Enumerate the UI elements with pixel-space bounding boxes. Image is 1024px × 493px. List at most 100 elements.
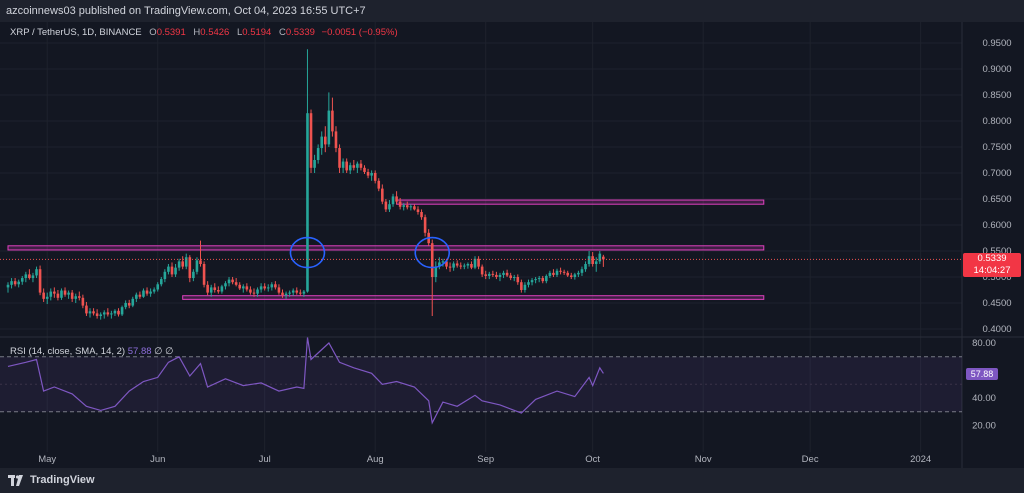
price-tick-label: 0.9000 [982,64,1011,75]
candle-body [78,296,81,298]
candle-body [348,165,352,171]
rsi-line [7,337,604,425]
candle-body [323,136,327,145]
candle-body [459,265,463,267]
candle-body [42,292,45,299]
candle-body [259,286,263,290]
candle-body [142,290,145,297]
candle-body [177,261,181,268]
candle-body [555,270,559,275]
candle-body [281,292,284,296]
candle-body [263,286,266,289]
price-tick-label: 0.6000 [982,220,1011,231]
candle-body [138,294,142,297]
candle-body [110,313,113,315]
candle-body [28,274,31,279]
candle-body [199,260,202,264]
candle-body [495,274,498,277]
candle-body [227,279,231,284]
low-value: 0.5194 [242,27,272,38]
candle-body [541,278,545,282]
candle-body [331,110,334,132]
tradingview-logo-icon [8,475,23,486]
candle-body [131,298,135,306]
zone-box [396,199,765,205]
brand-name: TradingView [30,474,95,486]
candle-body [398,201,402,207]
candle-body [559,270,562,272]
candle-body [60,290,63,298]
price-tick-label: 0.8500 [982,90,1011,101]
candle-body [352,165,356,168]
time-tick-label: Dec [802,454,819,465]
chart-pane[interactable] [0,22,1024,468]
candle-body [366,171,370,176]
candle-body [149,291,152,294]
candle-body [537,278,541,280]
candle-body [213,287,217,290]
candle-body [306,113,309,292]
price-tick-label: 0.6500 [982,194,1011,205]
candle-body [430,243,434,277]
candle-body [384,201,388,210]
candle-body [420,212,423,218]
candle-body [545,275,548,282]
candle-body [74,296,78,299]
change-value: −0.0051 (−0.95%) [321,27,398,38]
candle-body [24,274,28,279]
candle-body [291,290,295,293]
candle-body [181,261,184,267]
candle-body [527,282,530,285]
candle-body [405,205,409,208]
candle-body [127,303,131,306]
candle-body [124,303,127,308]
candle-body [377,180,381,189]
candle-body [359,163,363,168]
candle-body [534,279,537,281]
candle-body [17,281,20,285]
candle-body [53,291,56,294]
candle-body [288,292,291,294]
candle-body [256,289,259,294]
candle-body [530,280,534,283]
publish-info: azcoinnews03 published on TradingView.co… [6,5,366,17]
candle-body [491,273,495,275]
candle-body [31,275,35,279]
candle-body [81,297,85,306]
candle-body [159,279,163,285]
candle-body [327,110,331,145]
price-tick-label: 0.5500 [982,246,1011,257]
candle-body [484,274,488,276]
open-label: O [149,27,157,38]
candle-body [313,160,316,168]
zone-box [7,245,765,251]
candle-body [238,284,242,289]
candle-body [409,206,413,208]
price-tick-label: 0.5000 [982,272,1011,283]
candle-body [302,291,306,294]
candle-body [277,287,281,293]
candle-body [209,287,213,293]
candle-body [63,290,67,295]
candle-body [206,284,209,293]
time-tick-label: 2024 [910,454,931,465]
candle-body [70,292,74,299]
candle-body [370,173,373,176]
candle-body [477,258,480,267]
candle-body [381,188,384,202]
candle-body [92,311,95,314]
close-label: C [278,27,286,38]
rsi-tick-label: 20.00 [972,421,996,432]
candle-body [591,256,594,264]
candle-body [498,274,502,277]
candle-body [270,284,274,288]
candle-body [598,253,602,262]
candle-body [584,264,587,270]
rsi-value-tag: 57.88 [966,368,998,380]
candle-body [170,266,174,275]
candle-body [548,272,552,276]
high-value: 0.5426 [200,27,230,38]
publish-header: azcoinnews03 published on TradingView.co… [0,0,1024,22]
candle-body [299,292,302,294]
